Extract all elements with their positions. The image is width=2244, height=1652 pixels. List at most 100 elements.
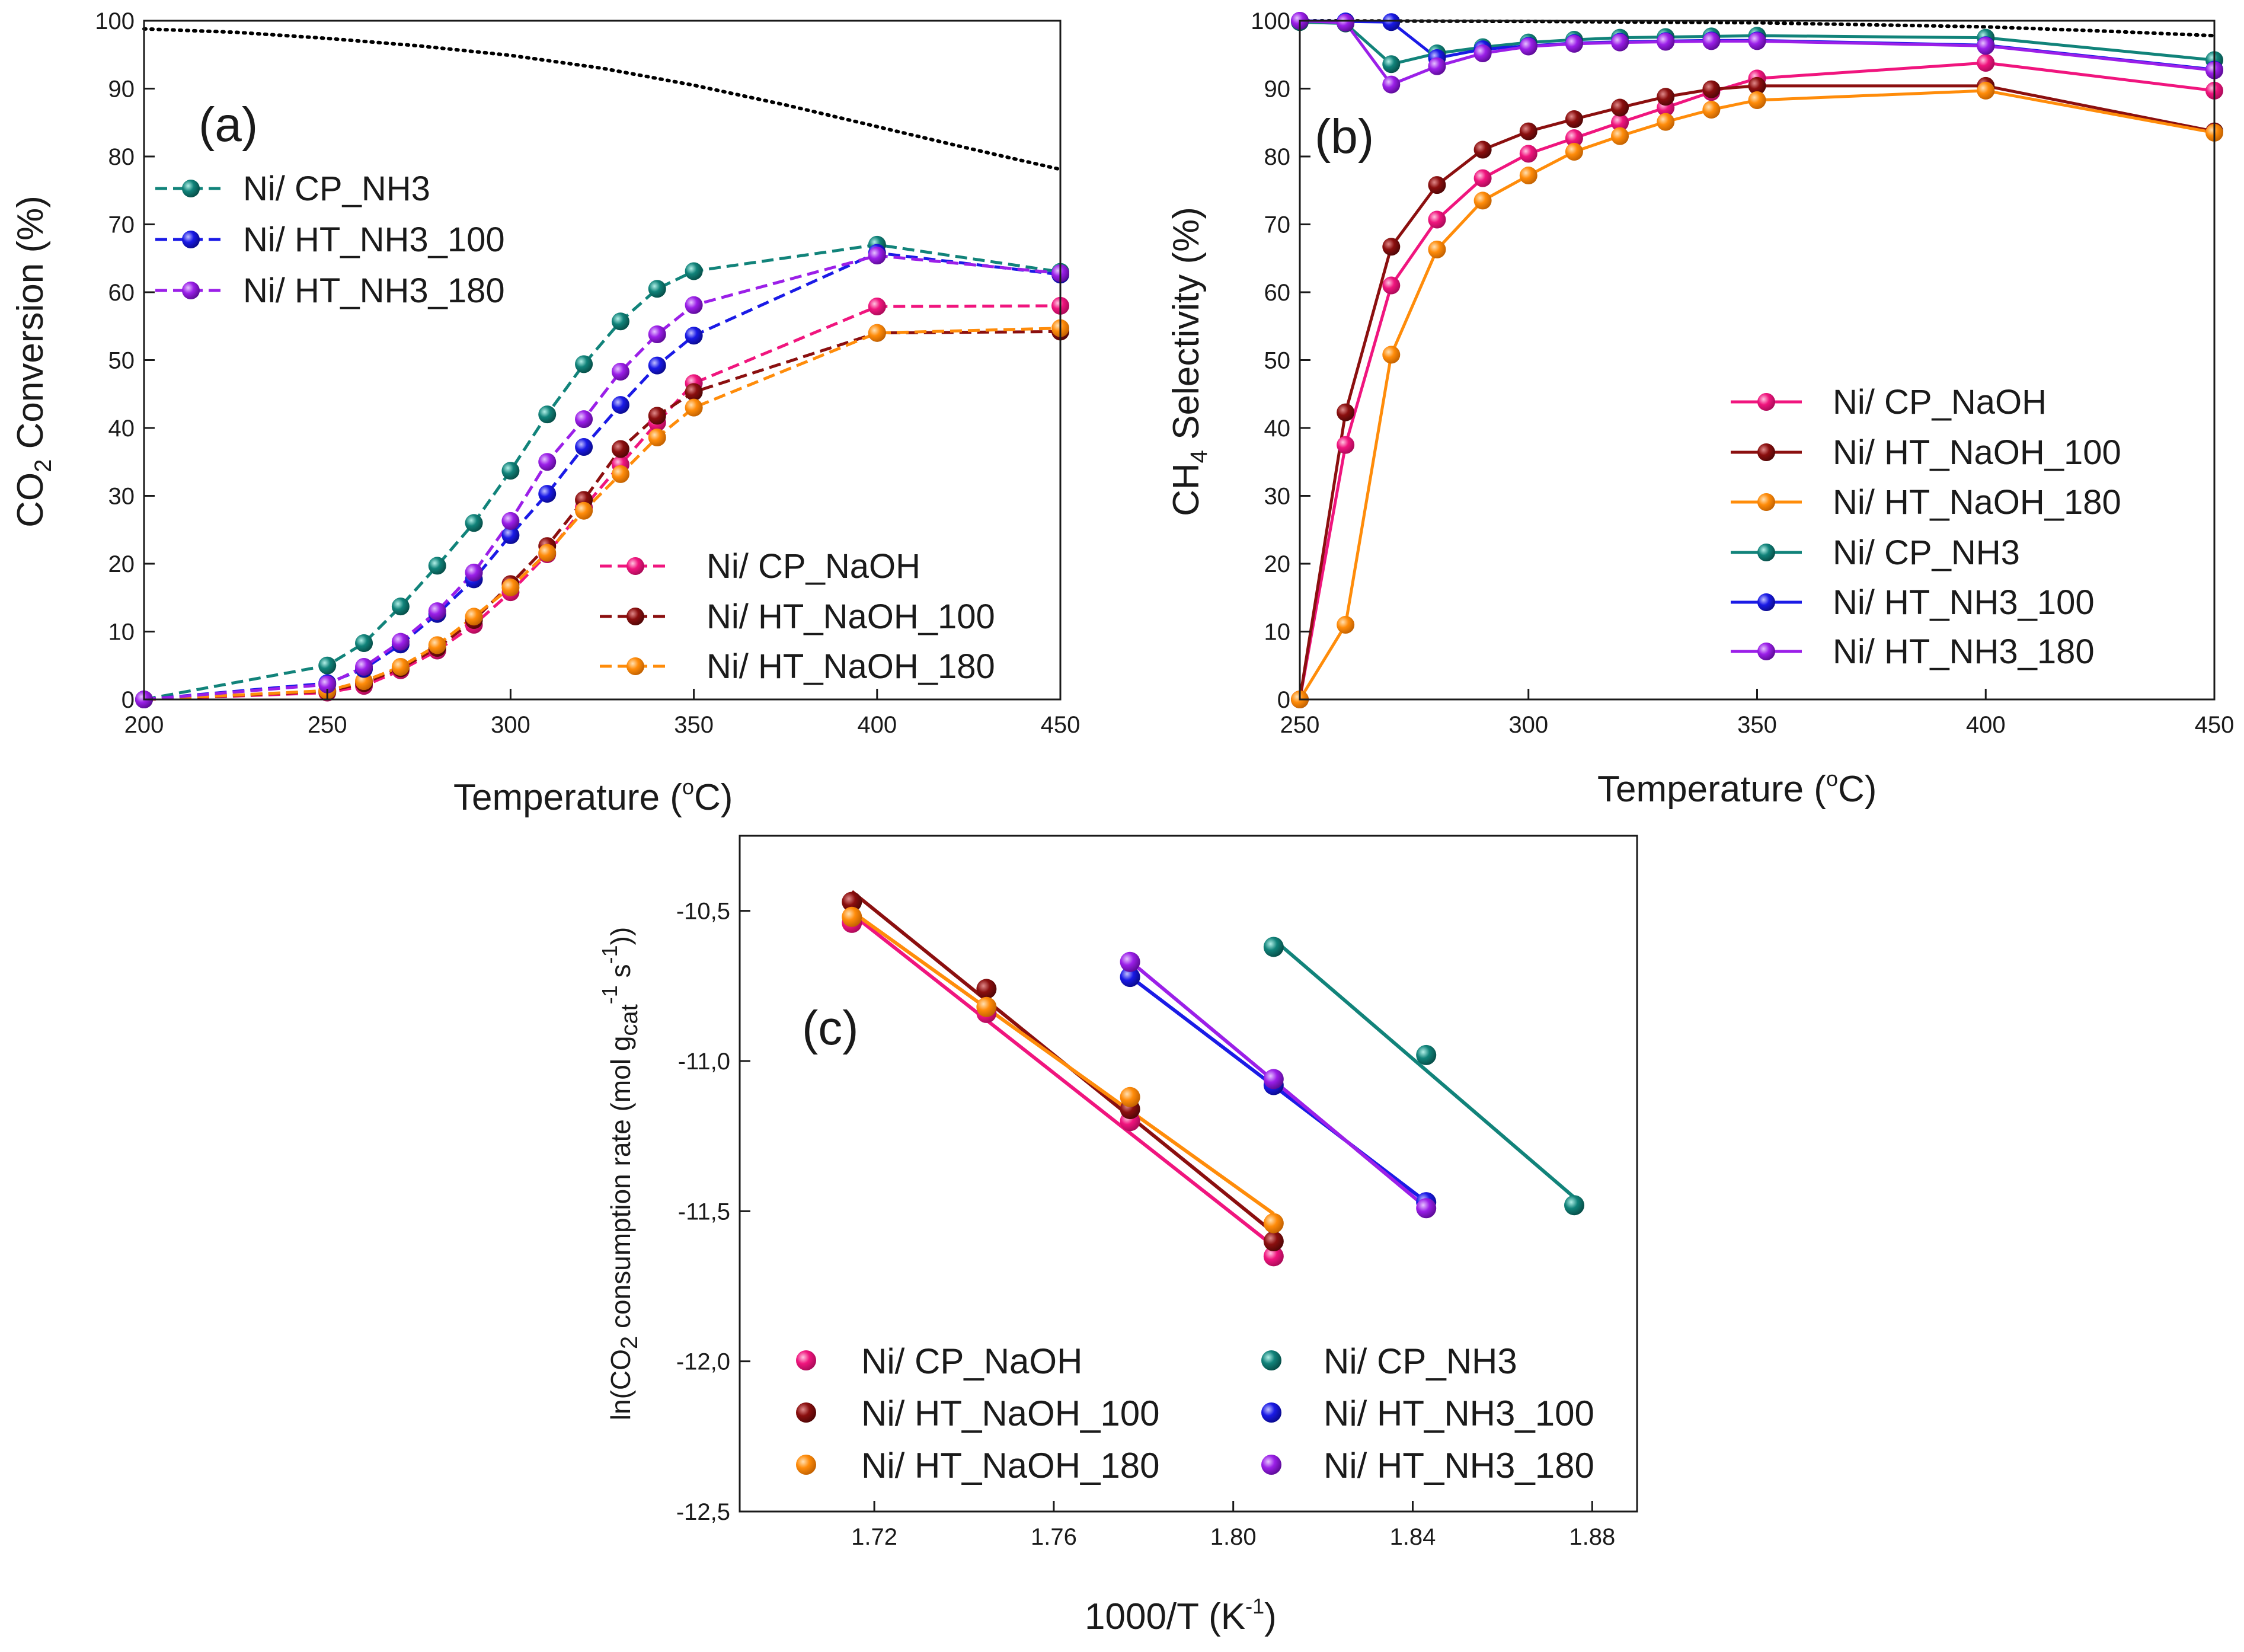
panel-a-point-cp-nh3 [575,355,593,373]
panel-a-legend-item-ht-nh3-180: Ni/ HT_NH3_180 [155,271,505,310]
panel-b-y-title-suffix: Selectivity (%) [1166,207,1207,450]
panel-a-point-ht-nh3-180 [465,563,483,581]
panel-c-point-ht-nh3-100 [1120,967,1140,988]
panel-a-point-ht-naoh-180 [648,429,666,447]
panel-a-legend-label-ht-naoh-180: Ni/ HT_NaOH_180 [707,647,995,686]
panel-c-point-ht-naoh-100 [976,979,997,999]
panel-c-y-tick-label: -11,5 [678,1199,730,1225]
panel-b-x-axis-title: Temperature (oC) [1597,766,1877,810]
panel-a-x-tick-label: 350 [674,712,714,738]
panel-c-x-axis-title: 1000/T (K-1) [1085,1594,1277,1637]
panel-c-point-ht-naoh-180 [842,906,862,927]
panel-b-x-title-main: Temperature ( [1597,769,1826,810]
panel-b-point-ht-naoh-180 [1657,113,1675,131]
panel-b-y-tick-label: 0 [1277,687,1290,713]
panel-c-legend-marker-cp-naoh [796,1350,816,1370]
panel-b-y-title-prefix: CH [1166,463,1207,516]
panel-b-x-title-unit: C) [1838,769,1877,810]
panel-c-y-tick-label: -10,5 [676,899,730,925]
panel-a-legend-label-ht-nh3-180: Ni/ HT_NH3_180 [243,271,505,310]
panel-b-legend-item-cp-nh3: Ni/ CP_NH3 [1731,533,2020,572]
panel-a-point-ht-nh3-100 [501,526,520,544]
panel-c-x-title-sup: -1 [1245,1594,1264,1618]
panel-a-legend-item-ht-naoh-180: Ni/ HT_NaOH_180 [600,647,995,686]
panel-c-y-tick-label: -12,0 [676,1349,730,1375]
panel-a-legend-label-cp-naoh: Ni/ CP_NaOH [707,547,920,586]
panel-a-x-tick-label: 300 [491,712,530,738]
panel-a-y-axis-title: CO2 Conversion (%) [10,196,56,528]
panel-a-legend-label-ht-naoh-100: Ni/ HT_NaOH_100 [707,597,995,636]
panel-b-x-title-degree: o [1826,766,1838,791]
panel-a-point-ht-nh3-180 [428,602,446,621]
panel-b-point-ht-nh3-180 [1337,14,1355,32]
panel-c-x-tick-label: 1.72 [851,1524,897,1550]
panel-b-point-cp-naoh [1977,53,1995,72]
panel-b-point-ht-naoh-100 [1382,238,1401,256]
panel-b-legend: Ni/ CP_NaOH Ni/ HT_NaOH_100 Ni/ HT_NaOH_… [1731,383,2121,671]
panel-a-point-ht-naoh-100 [611,440,629,458]
panel-b-point-ht-nh3-100 [1382,13,1401,31]
panel-c-legend-marker-ht-nh3-100 [1261,1402,1281,1423]
panel-a-y-tick-label: 70 [108,212,135,238]
panel-b-legend-marker-cp-naoh [1757,393,1775,411]
panel-a-legend-item-ht-naoh-100: Ni/ HT_NaOH_100 [600,597,995,636]
panel-a-legend-label-cp-nh3: Ni/ CP_NH3 [243,170,430,208]
panel-b: 250 300 350 400 450 0 10 20 30 40 50 60 70 80 90 100 (b… [1166,8,2234,810]
panel-a-point-cp-nh3 [318,656,337,675]
panel-a-series-line-cp-naoh [143,304,1061,701]
panel-b-legend-label-ht-nh3-180: Ni/ HT_NH3_180 [1833,632,2095,671]
panel-c-legend-label-ht-naoh-180: Ni/ HT_NaOH_180 [861,1446,1160,1485]
panel-c-y-title-sup1: -1 [597,985,622,1004]
panel-a-series-line-ht-naoh-180 [143,327,1061,701]
panel-c-legend-marker-ht-naoh-180 [796,1455,816,1475]
panel-a-point-ht-naoh-100 [648,407,666,425]
panel-c-legend-item-ht-nh3-100: Ni/ HT_NH3_100 [1261,1394,1594,1433]
panel-a-point-ht-nh3-180 [318,675,337,694]
panel-a-point-ht-nh3-100 [685,327,703,345]
panel-a-y-title-prefix: CO [10,472,51,528]
panel-b-label: (b) [1315,110,1374,164]
panel-b-legend-item-cp-naoh: Ni/ CP_NaOH [1731,383,2047,421]
panel-a-point-cp-nh3 [501,462,520,480]
panel-a-ticks: 200 250 300 350 400 450 0 10 20 30 40 50 60 70 80 90 100 [95,8,1080,738]
panel-c-legend-label-cp-naoh: Ni/ CP_NaOH [861,1341,1082,1381]
panel-b-y-tick-label: 70 [1264,212,1291,238]
panel-c-point-ht-naoh-100 [1263,1231,1284,1251]
panel-a-legend-item-cp-naoh: Ni/ CP_NaOH [600,547,920,586]
panel-c-y-axis-title: ln(CO2 consumption rate (mol gcat-1 s-1)… [597,927,642,1420]
panel-b-y-tick-label: 50 [1264,348,1291,374]
panel-a-y-tick-label: 80 [108,144,135,170]
panel-a-point-cp-nh3 [538,405,557,424]
panel-c-point-ht-naoh-180 [1263,1213,1284,1234]
panel-c-frame [739,835,1638,1513]
panel-a-legend-marker-ht-naoh-100 [626,608,644,625]
panel-a-point-ht-nh3-180 [575,410,593,429]
panel-a-y-tick-label: 100 [95,8,135,34]
panel-b-ticks: 250 300 350 400 450 0 10 20 30 40 50 60 70 80 90 100 [1251,8,2234,738]
panel-b-point-ht-naoh-180 [1611,127,1629,145]
panel-b-y-title-sub: 4 [1186,450,1212,463]
panel-b-legend-marker-ht-naoh-100 [1757,443,1775,461]
panel-a-point-cp-nh3 [355,634,373,652]
panel-b-point-ht-naoh-180 [1977,81,1995,100]
panel-a-x-tick-label: 450 [1041,712,1081,738]
panel-b-y-tick-label: 30 [1264,484,1291,510]
panel-c-y-title-sub2: cat [616,1004,642,1036]
panel-b-legend-label-cp-nh3: Ni/ CP_NH3 [1833,533,2020,572]
panel-b-point-ht-naoh-180 [1428,240,1446,258]
panel-c-x-tick-label: 1.88 [1569,1524,1615,1550]
panel-c-plot-layer [842,890,1585,1267]
panel-c-x-tick-label: 1.80 [1210,1524,1257,1550]
panel-c-y-title-sub1: 2 [616,1336,642,1349]
panel-b-legend-item-ht-nh3-180: Ni/ HT_NH3_180 [1731,632,2095,671]
panel-c-legend-label-cp-nh3: Ni/ CP_NH3 [1324,1341,1517,1381]
panel-a-point-cp-naoh [868,298,886,316]
panel-a-point-cp-nh3 [428,557,446,575]
panel-a-point-ht-nh3-180 [685,296,703,314]
panel-b-point-ht-nh3-180 [1611,33,1629,52]
panel-b-legend-item-ht-nh3-100: Ni/ HT_NH3_100 [1731,583,2095,622]
panel-c-legend-marker-ht-naoh-100 [796,1402,816,1423]
panel-b-point-ht-naoh-180 [1702,100,1721,119]
panel-b-point-cp-naoh [1519,145,1537,163]
